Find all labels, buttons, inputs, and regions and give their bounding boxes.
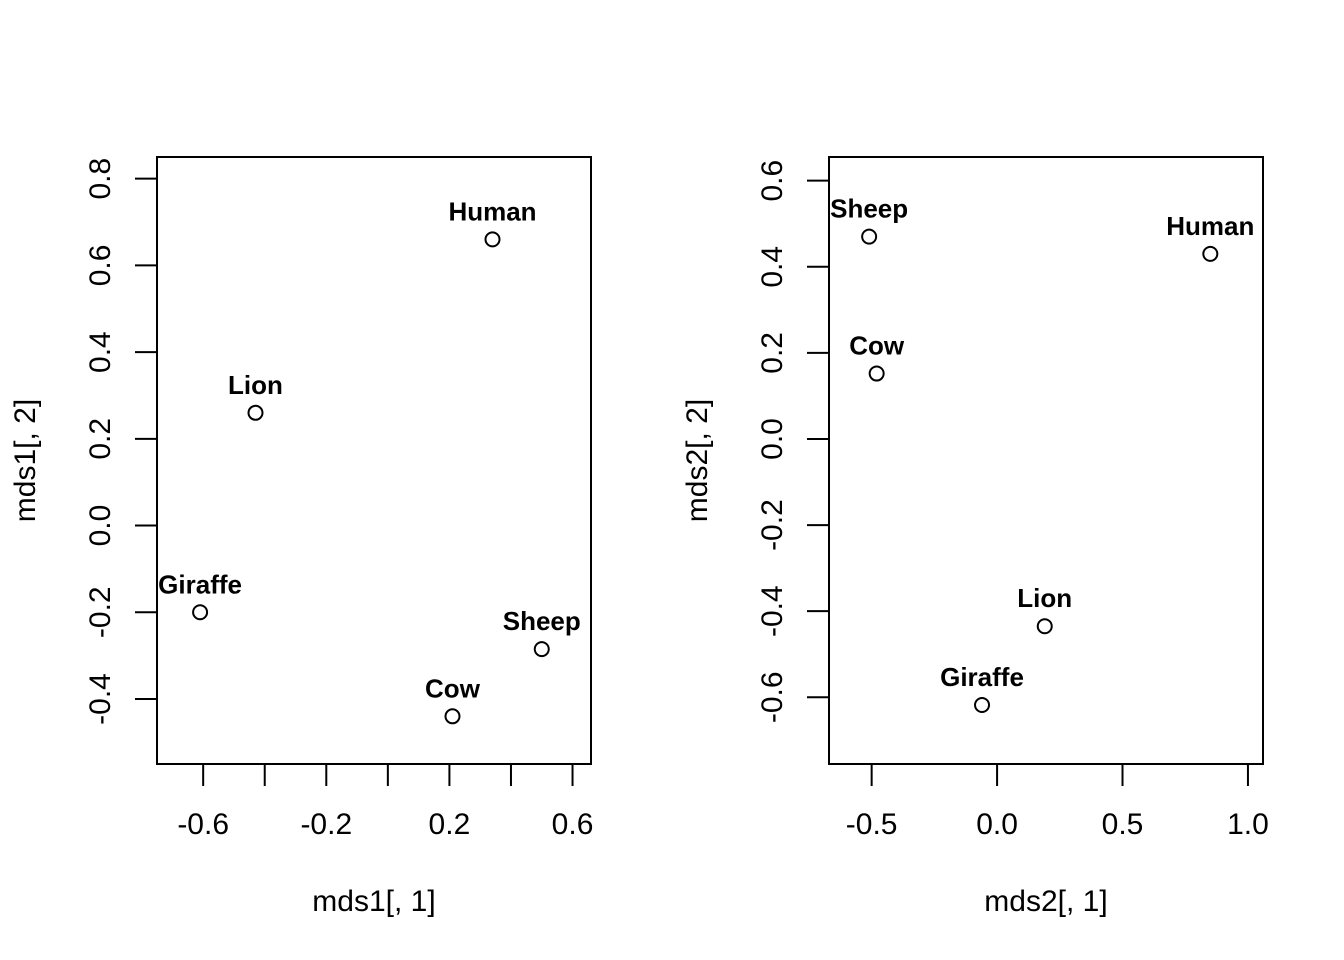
point-label-human: Human — [1166, 211, 1254, 241]
scatter-panel-1: -0.6 -0.2 0.2 0.6 -0.4 -0.2 0.0 0.2 0.4 0.6 0.8 mds… — [9, 156, 594, 918]
x-tick-label: -0.6 — [177, 808, 229, 841]
x-tick-label: 0.0 — [976, 808, 1018, 841]
y-tick-label: 0.6 — [756, 160, 789, 202]
x-axis-title: mds2[, 1] — [984, 885, 1107, 918]
point-label-sheep: Sheep — [830, 194, 908, 224]
x-tick-label: -0.2 — [300, 808, 352, 841]
y-axis-title: mds2[, 2] — [681, 399, 714, 522]
plot-frame — [156, 156, 592, 765]
point-giraffe — [192, 604, 209, 621]
point-lion — [247, 404, 264, 421]
point-label-human: Human — [448, 196, 536, 226]
x-tick-label: 0.2 — [429, 808, 471, 841]
point-human — [484, 231, 501, 248]
point-lion — [1036, 618, 1053, 635]
x-tick-label: 0.5 — [1102, 808, 1144, 841]
scatter-panel-2: -0.5 0.0 0.5 1.0 -0.6 -0.4 -0.2 0.0 0.2 0.4 0.6 mds… — [681, 156, 1269, 918]
y-tick-label: 0.4 — [84, 331, 117, 373]
point-label-sheep: Sheep — [503, 606, 581, 636]
point-sheep — [533, 641, 550, 658]
y-tick-label: 0.6 — [84, 245, 117, 287]
y-tick-label: -0.2 — [84, 586, 117, 638]
plot-frame — [828, 156, 1264, 765]
point-giraffe — [974, 697, 991, 714]
x-axis-title: mds1[, 1] — [312, 885, 435, 918]
y-tick-label: -0.4 — [756, 585, 789, 637]
y-tick-label: 0.2 — [756, 332, 789, 374]
point-label-giraffe: Giraffe — [940, 662, 1024, 692]
y-axis-title: mds1[, 2] — [9, 399, 42, 522]
x-tick-label: 1.0 — [1227, 808, 1269, 841]
point-label-giraffe: Giraffe — [158, 569, 242, 599]
point-label-lion: Lion — [1017, 583, 1072, 613]
y-tick-label: 0.4 — [756, 246, 789, 288]
x-tick-label: -0.5 — [846, 808, 898, 841]
point-sheep — [861, 228, 878, 245]
point-human — [1202, 245, 1219, 262]
point-label-cow: Cow — [849, 331, 905, 361]
y-tick-label: -0.4 — [84, 673, 117, 725]
y-tick-label: 0.0 — [84, 505, 117, 547]
x-tick-label: 0.6 — [552, 808, 594, 841]
point-label-lion: Lion — [228, 370, 283, 400]
y-tick-label: 0.2 — [84, 418, 117, 460]
point-label-cow: Cow — [425, 673, 481, 703]
y-tick-label: -0.2 — [756, 499, 789, 551]
point-cow — [868, 365, 885, 382]
y-tick-label: 0.8 — [84, 158, 117, 200]
y-tick-label: -0.6 — [756, 671, 789, 723]
point-cow — [444, 708, 461, 725]
y-tick-label: 0.0 — [756, 418, 789, 460]
